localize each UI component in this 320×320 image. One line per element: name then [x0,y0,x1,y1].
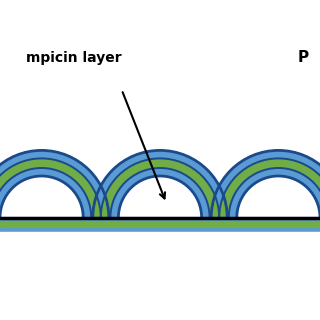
Bar [0,221,320,227]
Wedge shape [0,168,91,218]
Wedge shape [219,158,320,218]
Bar [0,218,320,232]
Wedge shape [110,168,210,218]
Wedge shape [0,150,109,218]
Wedge shape [101,158,219,218]
Bar [0,232,320,320]
Wedge shape [0,176,83,218]
Text: Biocompatible substra: Biocompatible substra [72,275,248,289]
Wedge shape [0,158,101,218]
Wedge shape [118,176,202,218]
Bar [0,222,320,320]
Bar [0,227,320,320]
Bar [0,218,320,320]
Wedge shape [237,176,320,218]
Text: P: P [298,50,309,65]
Bar [0,218,320,320]
Wedge shape [229,168,320,218]
Text: mpicin layer: mpicin layer [26,51,121,65]
Wedge shape [211,150,320,218]
Wedge shape [93,150,227,218]
